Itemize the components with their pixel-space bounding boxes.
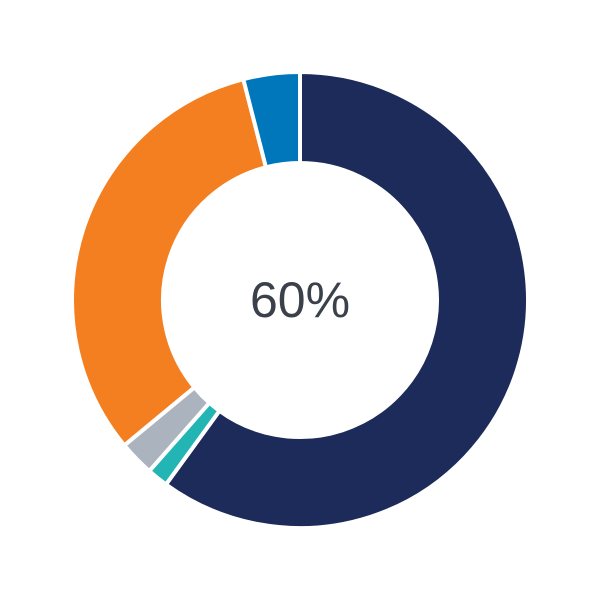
donut-slice-0 [163, 69, 530, 530]
donut-slice-3 [70, 76, 269, 449]
donut-slice-4 [240, 69, 302, 170]
